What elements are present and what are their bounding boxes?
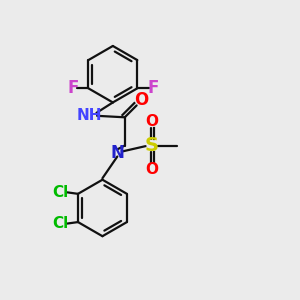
Text: O: O [134, 91, 148, 109]
Text: S: S [145, 136, 158, 155]
Text: F: F [147, 79, 158, 97]
Text: F: F [67, 79, 79, 97]
Text: Cl: Cl [52, 216, 68, 231]
Text: O: O [145, 114, 158, 129]
Text: Cl: Cl [52, 185, 68, 200]
Text: O: O [145, 162, 158, 177]
Text: NH: NH [76, 108, 102, 123]
Text: N: N [110, 144, 124, 162]
